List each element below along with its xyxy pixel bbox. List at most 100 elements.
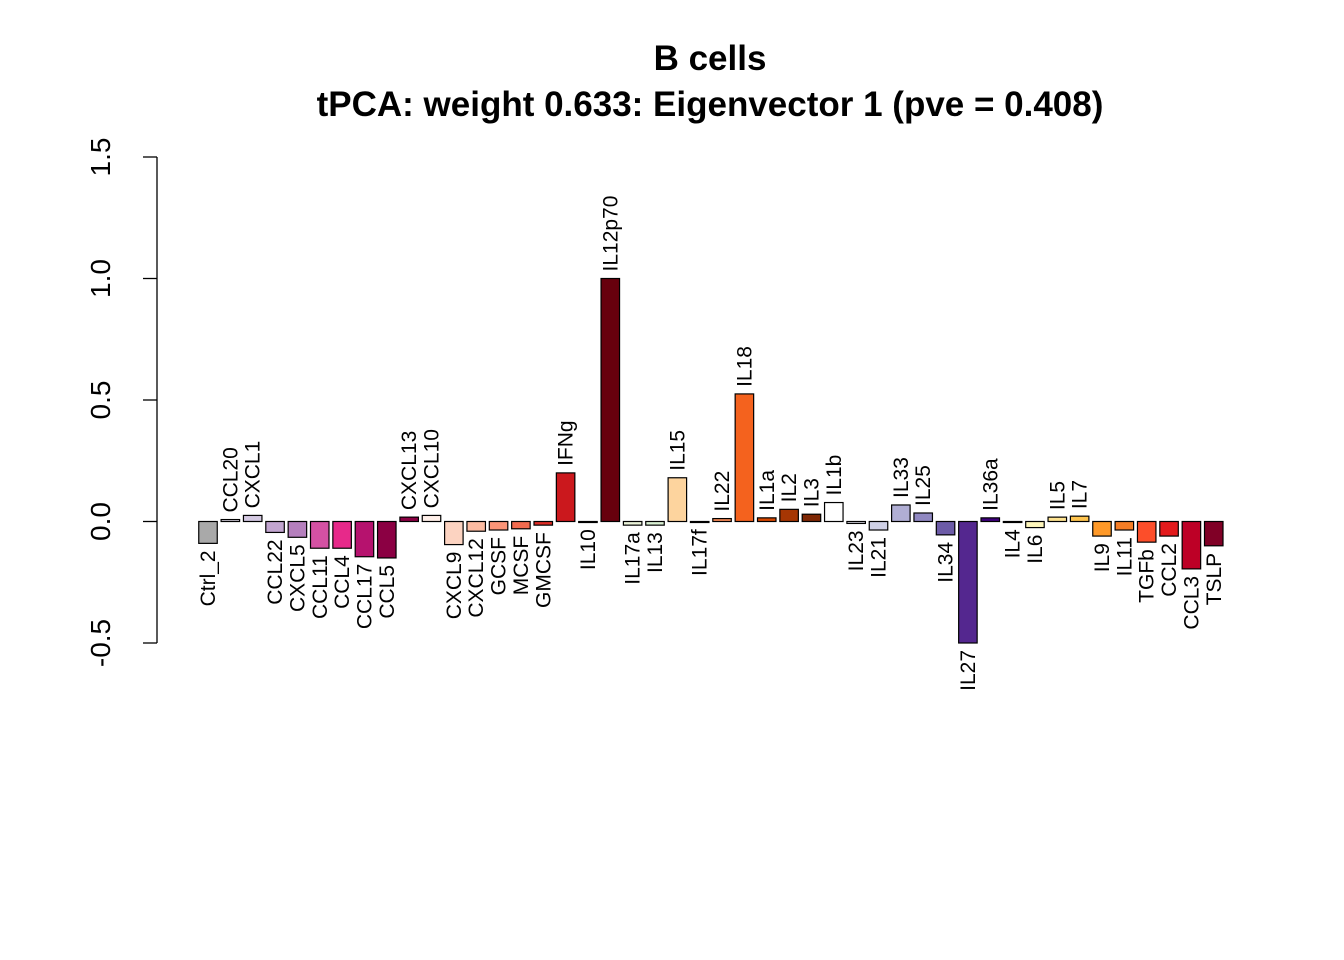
bar-cxcl12 bbox=[466, 520, 487, 532]
y-tick-label: 0.0 bbox=[85, 502, 116, 541]
bar-label: CXCL9 bbox=[443, 552, 466, 620]
chart-title: B cells bbox=[654, 39, 767, 78]
bar-label: CCL4 bbox=[331, 555, 354, 609]
bar-label: IL13 bbox=[644, 532, 667, 573]
bar-label: IL15 bbox=[666, 430, 689, 471]
bar-il13 bbox=[645, 520, 665, 526]
bar-label: TGFb bbox=[1136, 549, 1159, 603]
bar-il9 bbox=[1092, 520, 1112, 537]
bar-label: IL3 bbox=[800, 478, 823, 507]
bar-il4 bbox=[1002, 520, 1023, 524]
bar-il3 bbox=[801, 513, 822, 523]
bar-label: IL23 bbox=[845, 530, 868, 571]
bar-label: IL34 bbox=[935, 542, 958, 583]
bar-cxcl13 bbox=[399, 516, 419, 523]
bar-ccl5 bbox=[376, 520, 397, 559]
bar-label: CCL2 bbox=[1158, 543, 1181, 597]
bar-label: TSLP bbox=[1203, 553, 1226, 606]
bar-label: GMCSF bbox=[532, 532, 555, 608]
bar-il12p70 bbox=[600, 277, 621, 523]
bar-cxcl1 bbox=[242, 514, 263, 523]
bar-ccl22 bbox=[265, 520, 285, 534]
bar-cxcl10 bbox=[421, 514, 442, 523]
bar-label: IL7 bbox=[1069, 480, 1092, 509]
bar-label: IL21 bbox=[868, 537, 891, 578]
bar-il10 bbox=[578, 520, 598, 524]
bar-il34 bbox=[935, 520, 956, 536]
bar-ctrl-2 bbox=[198, 520, 218, 544]
chart-subtitle: tPCA: weight 0.633: Eigenvector 1 (pve =… bbox=[317, 85, 1104, 124]
bar-label: CXCL5 bbox=[286, 544, 309, 612]
bar-label: IL1b bbox=[823, 455, 846, 496]
bar-il11 bbox=[1114, 520, 1135, 531]
bar-label: CCL17 bbox=[353, 564, 376, 629]
bar-il33 bbox=[890, 504, 911, 523]
bar-ifng bbox=[555, 472, 576, 523]
y-tick-label: -0.5 bbox=[85, 619, 116, 667]
y-axis: -0.5 0.0 0.5 1.0 1.5 bbox=[85, 138, 158, 667]
bar-il15 bbox=[667, 477, 688, 523]
bar-labels: Ctrl_2 CCL20 CXCL1 CCL22 CXCL5 CCL11 CCL4 CCL17… bbox=[197, 196, 1226, 691]
bar-label: CXCL13 bbox=[398, 431, 421, 510]
bar-label: IL4 bbox=[1002, 529, 1025, 559]
bar-label: IFNg bbox=[555, 420, 578, 466]
bar-ccl20 bbox=[220, 518, 241, 523]
bars bbox=[198, 277, 1224, 644]
bar-il25 bbox=[913, 512, 934, 523]
y-tick-label: 0.5 bbox=[85, 381, 116, 420]
bar-il1b bbox=[823, 501, 844, 523]
bar-il2 bbox=[779, 508, 799, 523]
bar-label: IL17f bbox=[689, 529, 712, 576]
bar-il7 bbox=[1069, 515, 1090, 523]
bar-gcsf bbox=[488, 520, 509, 531]
bar-cxcl5 bbox=[287, 520, 308, 538]
bar-tgfb bbox=[1136, 520, 1157, 543]
bar-ccl3 bbox=[1181, 520, 1202, 570]
bar-il17f bbox=[689, 520, 710, 524]
bar-il21 bbox=[868, 520, 889, 531]
bar-ccl17 bbox=[354, 520, 375, 558]
bar-cxcl9 bbox=[444, 520, 464, 546]
bar-tslp bbox=[1203, 520, 1224, 547]
bar-label: CXCL10 bbox=[421, 429, 444, 508]
bar-label: CCL22 bbox=[264, 539, 287, 604]
bar-label: IL10 bbox=[577, 529, 600, 570]
bar-label: GCSF bbox=[488, 537, 511, 595]
bar-il17a bbox=[622, 520, 643, 526]
bar-label: CCL5 bbox=[376, 565, 399, 619]
y-tick-label: 1.0 bbox=[85, 259, 116, 298]
bar-il6 bbox=[1025, 520, 1045, 529]
bar-label: CCL11 bbox=[309, 555, 332, 619]
bar-label: Ctrl_2 bbox=[197, 550, 220, 606]
bar-label: MCSF bbox=[510, 536, 533, 596]
bar-label: IL25 bbox=[912, 465, 935, 506]
bar-label: IL9 bbox=[1091, 543, 1114, 572]
bar-ccl4 bbox=[332, 520, 352, 549]
bar-label: IL22 bbox=[711, 471, 734, 512]
bar-label: IL1a bbox=[756, 470, 779, 511]
bar-label: CXCL1 bbox=[242, 441, 265, 509]
bar-gmcsf bbox=[533, 520, 554, 526]
bar-il36a bbox=[980, 517, 1001, 523]
bar-il18 bbox=[734, 393, 755, 523]
bar-label: IL18 bbox=[733, 346, 756, 387]
bar-label: IL36a bbox=[979, 458, 1002, 511]
bar-label: CCL20 bbox=[219, 447, 242, 512]
bar-il1a bbox=[756, 517, 777, 523]
bar-label: IL17a bbox=[622, 532, 645, 585]
bar-label: IL6 bbox=[1024, 535, 1047, 564]
bar-il23 bbox=[846, 520, 867, 525]
bar-il27 bbox=[958, 520, 978, 644]
bar-label: IL33 bbox=[890, 457, 913, 498]
bar-label: IL2 bbox=[778, 473, 801, 502]
bar-label: IL12p70 bbox=[599, 196, 622, 272]
bar-label: IL27 bbox=[957, 650, 980, 691]
bar-label: CXCL12 bbox=[465, 538, 488, 617]
bar-ccl11 bbox=[309, 520, 330, 549]
bar-label: CCL3 bbox=[1180, 576, 1203, 630]
bar-il22 bbox=[712, 517, 732, 523]
bar-label: IL5 bbox=[1046, 481, 1069, 510]
y-tick-label: 1.5 bbox=[85, 138, 116, 177]
bar-il5 bbox=[1047, 516, 1068, 523]
bar-label: IL11 bbox=[1113, 537, 1136, 576]
